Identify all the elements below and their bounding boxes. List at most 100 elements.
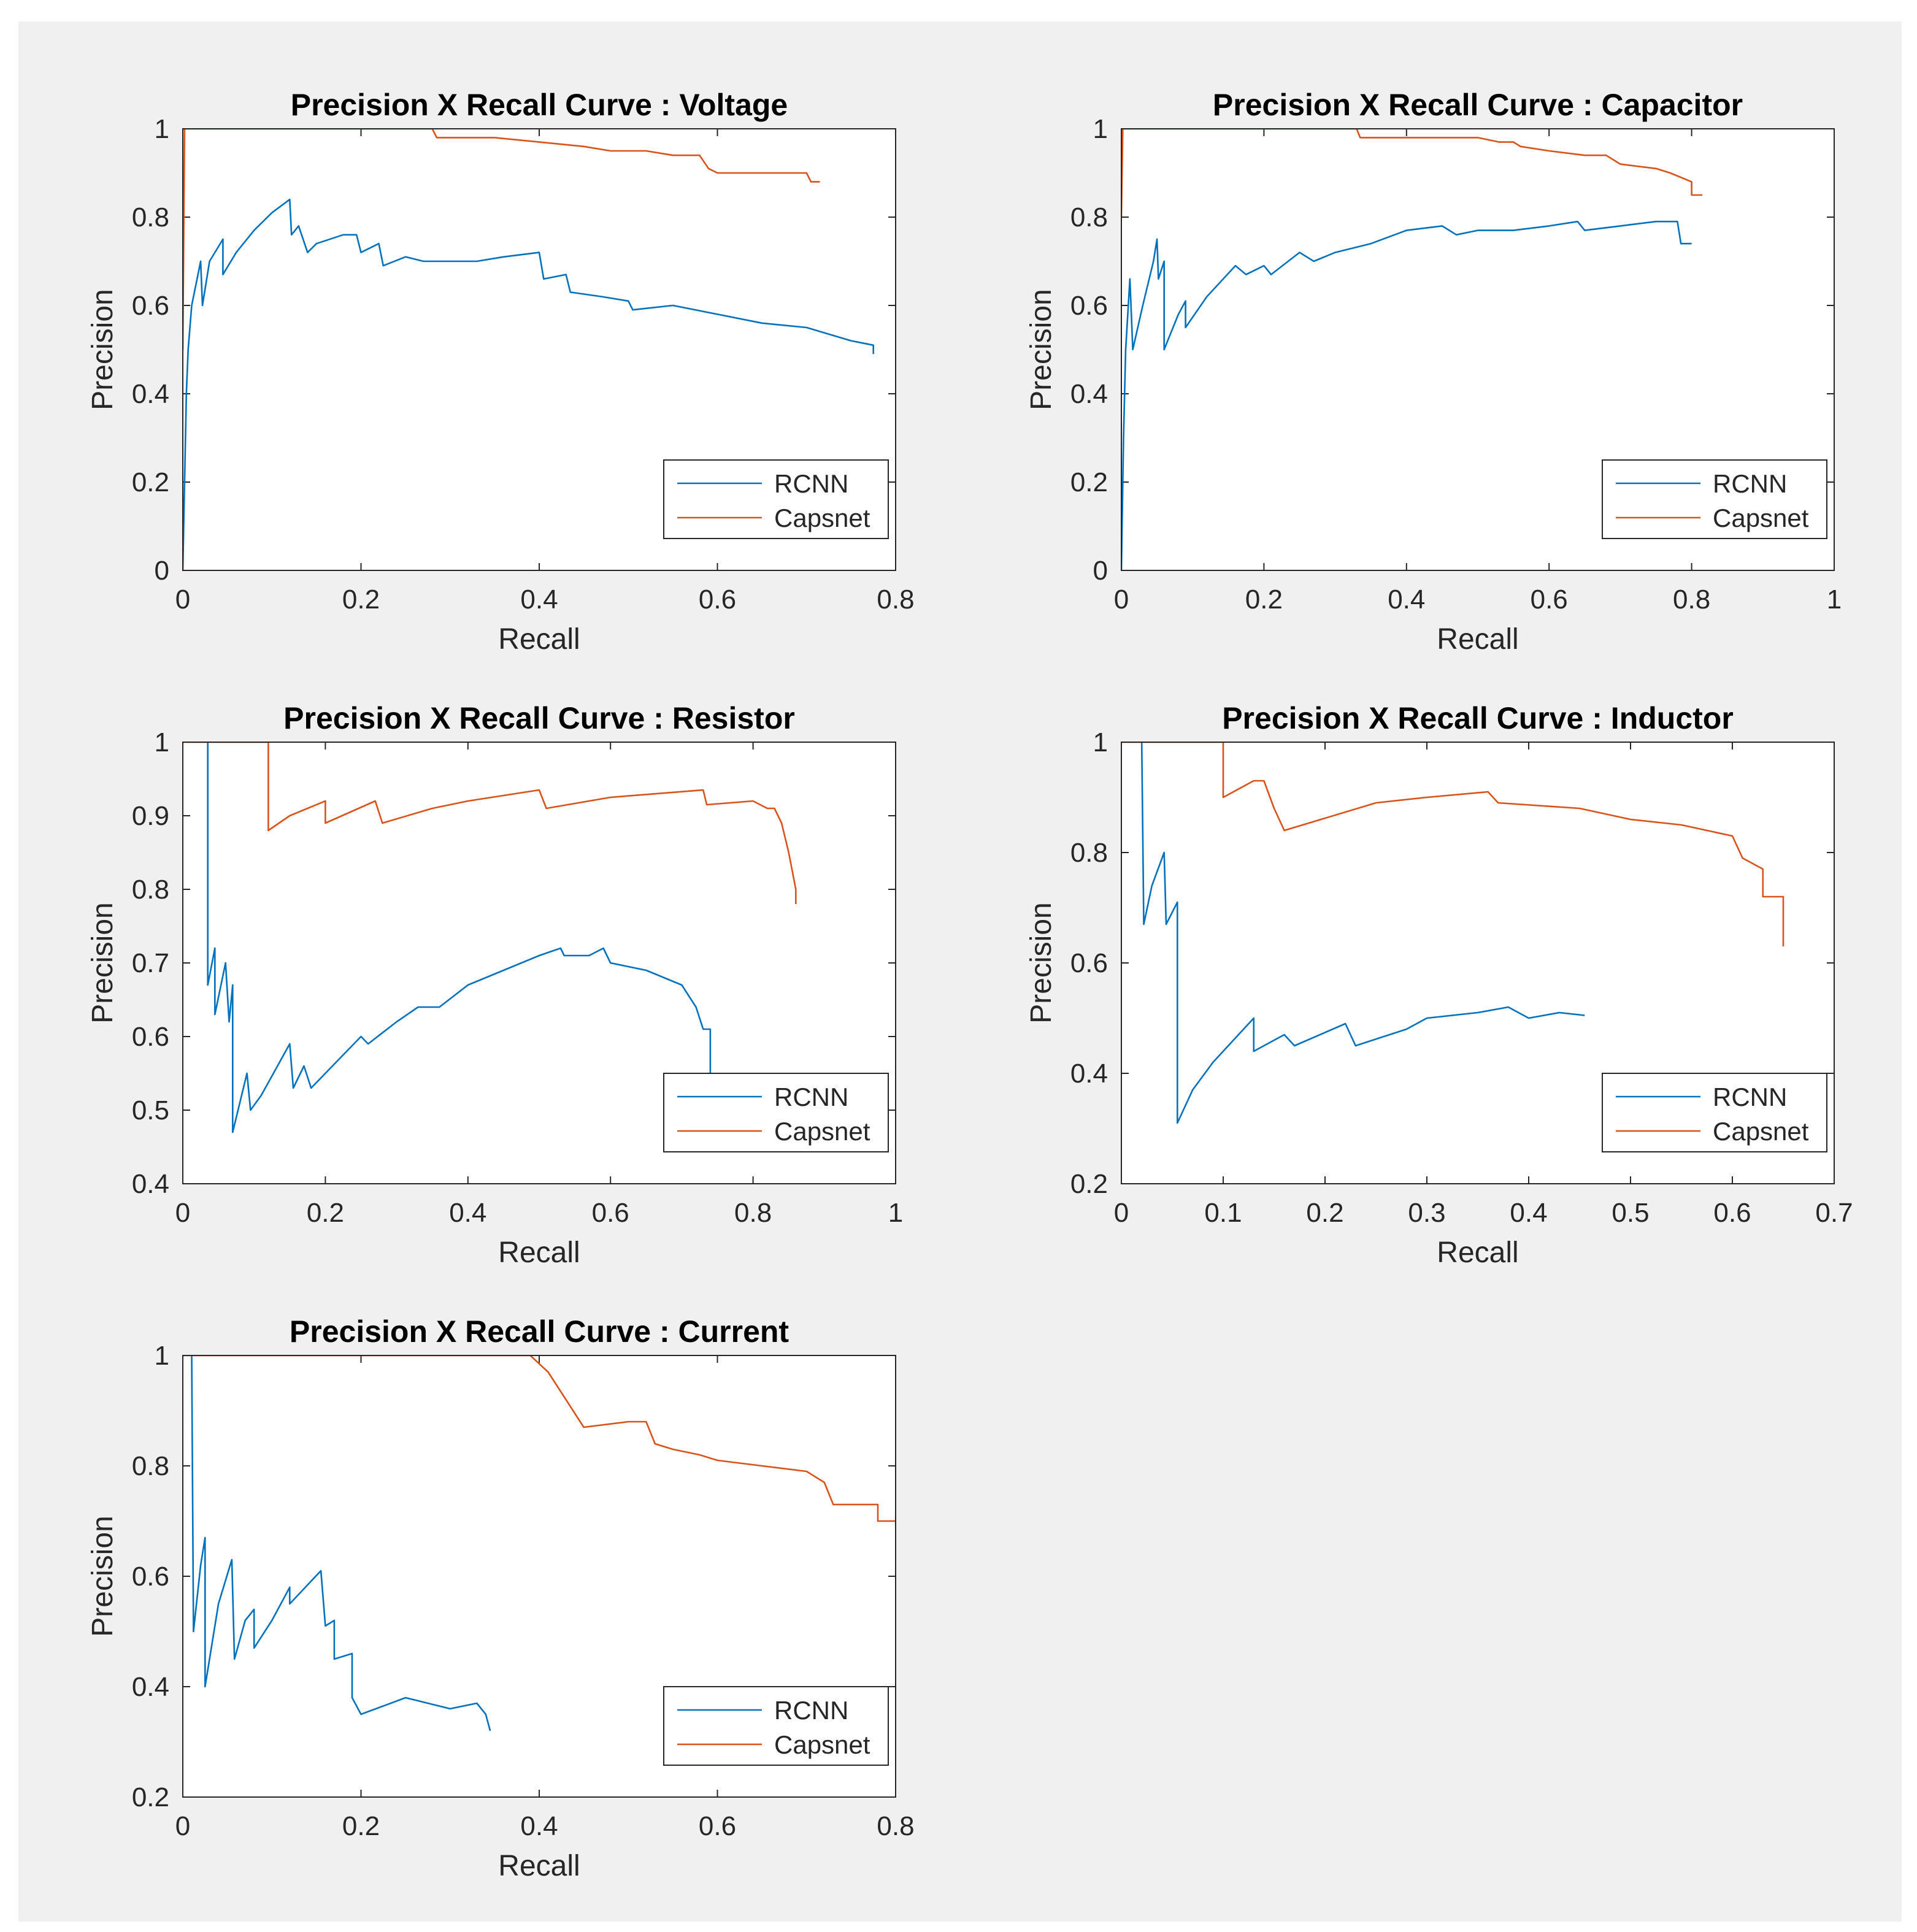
y-axis-label: Precision (1025, 289, 1058, 410)
y-tick-label: 0.2 (1070, 1169, 1108, 1199)
x-tick-label: 0.4 (1388, 585, 1425, 615)
x-tick-label: 0.2 (1306, 1198, 1343, 1228)
series-line-rcnn (207, 742, 712, 1133)
chart-title: Precision X Recall Curve : Inductor (1222, 701, 1734, 735)
y-tick-label: 0.4 (132, 1169, 169, 1199)
chart-inductor: 0 0.1 0.2 0.3 0.4 0.5 0.6 0.7 0.2 0.4 0.6 0.8 1 Preci… (1025, 701, 1853, 1269)
axes-frame (1121, 128, 1835, 571)
y-tick-label: 0.2 (1070, 467, 1108, 497)
chart-resistor: 0 0.2 0.4 0.6 0.8 1 0.4 0.5 0.6 0.7 0.8 0.9 1 Precisi… (86, 701, 903, 1269)
x-tick-label: 0.6 (699, 585, 736, 615)
x-tick-label: 0.6 (699, 1811, 736, 1841)
y-tick-label: 0.6 (132, 1562, 169, 1592)
y-axis-label: Precision (1025, 902, 1058, 1023)
x-tick-label: 0 (1114, 585, 1129, 615)
axes-frame (182, 1355, 896, 1798)
x-tick-label: 0 (1114, 1198, 1129, 1228)
x-axis-label: Recall (498, 623, 580, 656)
legend-box (1602, 1073, 1827, 1152)
x-tick-label: 0.8 (877, 585, 914, 615)
x-tick-label: 0.6 (1713, 1198, 1751, 1228)
x-tick-label: 0.4 (520, 1811, 558, 1841)
y-tick-label: 0 (1093, 556, 1108, 586)
legend-label-capsnet: Capsnet (1713, 1117, 1809, 1146)
series-line-rcnn (1140, 742, 1585, 1124)
x-tick-label: 1 (888, 1198, 903, 1228)
y-tick-label: 0.8 (132, 875, 169, 905)
y-tick-label: 1 (155, 1341, 169, 1371)
x-tick-label: 0 (175, 1198, 190, 1228)
axes-frame (182, 742, 896, 1184)
x-axis-label: Recall (1437, 623, 1518, 656)
legend-label-capsnet: Capsnet (774, 504, 870, 532)
legend-label-rcnn: RCNN (774, 469, 848, 498)
x-tick-label: 0.7 (1815, 1198, 1853, 1228)
series-line-rcnn (183, 198, 874, 570)
legend-label-rcnn: RCNN (1713, 469, 1787, 498)
legend-label-rcnn: RCNN (774, 1083, 848, 1111)
series-line-capsnet (183, 1355, 896, 1522)
y-tick-label: 1 (155, 114, 169, 144)
y-tick-label: 0.6 (132, 1022, 169, 1052)
series-line-capsnet (183, 129, 820, 350)
y-tick-label: 1 (1093, 114, 1108, 144)
series-line-capsnet (183, 742, 797, 904)
x-tick-label: 0.2 (342, 1811, 380, 1841)
y-tick-label: 0.4 (132, 379, 169, 409)
y-tick-label: 0.8 (132, 1451, 169, 1481)
chart-title: Precision X Recall Curve : Voltage (291, 88, 788, 122)
chart-title: Precision X Recall Curve : Current (290, 1314, 789, 1349)
y-tick-label: 0.8 (132, 202, 169, 232)
y-tick-label: 0.2 (132, 467, 169, 497)
x-tick-label: 0.2 (342, 585, 380, 615)
y-tick-label: 1 (1093, 727, 1108, 757)
legend: RCNN Capsnet (663, 459, 889, 539)
series-line-rcnn (1121, 220, 1692, 570)
legend-label-rcnn: RCNN (774, 1696, 848, 1725)
y-axis-label: Precision (86, 902, 119, 1023)
y-tick-label: 0.9 (132, 801, 169, 831)
x-axis-label: Recall (1437, 1236, 1518, 1269)
chart-voltage: 0 0.2 0.4 0.6 0.8 0 0.2 0.4 0.6 0.8 1 Precision X R… (86, 88, 915, 656)
legend-box (663, 1073, 889, 1152)
x-tick-label: 0.4 (1510, 1198, 1547, 1228)
x-tick-label: 0.6 (592, 1198, 629, 1228)
x-tick-label: 0.2 (307, 1198, 344, 1228)
y-axis-label: Precision (86, 289, 119, 410)
series-line-capsnet (1121, 129, 1702, 218)
x-tick-label: 0.4 (449, 1198, 486, 1228)
axes-frame (1121, 742, 1835, 1184)
y-tick-label: 0.5 (132, 1095, 169, 1125)
x-tick-label: 0.1 (1204, 1198, 1242, 1228)
legend-label-capsnet: Capsnet (1713, 504, 1809, 532)
legend-label-capsnet: Capsnet (774, 1730, 870, 1759)
x-tick-label: 0.5 (1612, 1198, 1649, 1228)
legend: RCNN Capsnet (663, 1073, 889, 1152)
legend: RCNN Capsnet (663, 1686, 889, 1766)
x-axis-label: Recall (498, 1850, 580, 1882)
legend-label-rcnn: RCNN (1713, 1083, 1787, 1111)
y-axis-label: Precision (86, 1516, 119, 1636)
y-tick-label: 0.8 (1070, 838, 1108, 868)
legend: RCNN Capsnet (1602, 1073, 1827, 1152)
y-tick-label: 0.4 (1070, 1059, 1108, 1089)
series-line-capsnet (1121, 742, 1784, 946)
y-tick-label: 0 (155, 556, 169, 586)
chart-title: Precision X Recall Curve : Resistor (283, 701, 795, 735)
axes-frame (182, 128, 896, 571)
y-tick-label: 0.6 (1070, 948, 1108, 978)
x-axis-label: Recall (498, 1236, 580, 1269)
legend-box (1602, 459, 1827, 539)
y-tick-label: 0.2 (132, 1782, 169, 1812)
x-tick-label: 0.3 (1408, 1198, 1445, 1228)
y-tick-label: 0.6 (1070, 291, 1108, 321)
y-tick-label: 0.6 (132, 291, 169, 321)
x-tick-label: 0.4 (520, 585, 558, 615)
legend-label-capsnet: Capsnet (774, 1117, 870, 1146)
x-tick-label: 0.2 (1245, 585, 1283, 615)
x-tick-label: 0.8 (734, 1198, 772, 1228)
y-tick-label: 1 (155, 727, 169, 757)
y-tick-label: 0.4 (132, 1672, 169, 1702)
